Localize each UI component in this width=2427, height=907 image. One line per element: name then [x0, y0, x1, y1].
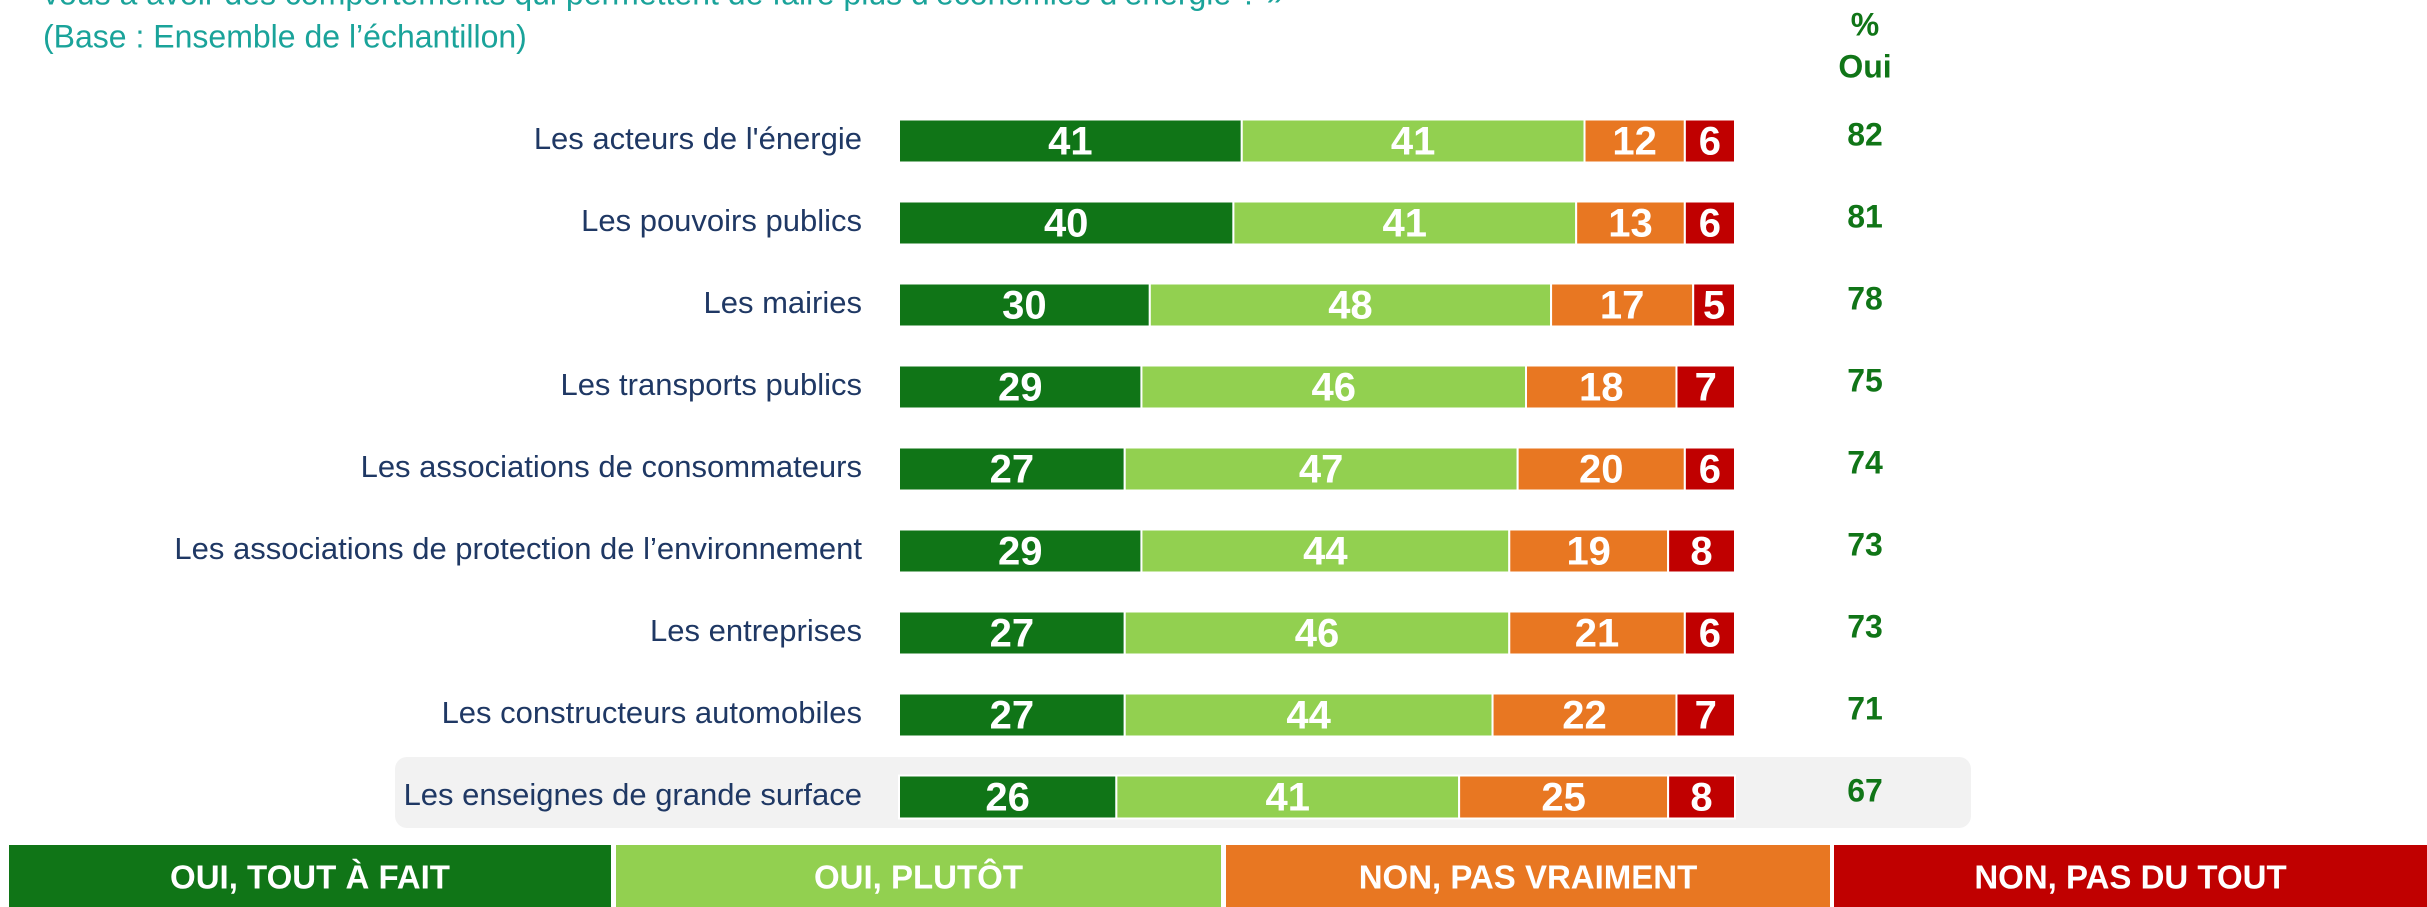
bar-segment [1240, 118, 1586, 164]
bar-segment [1683, 610, 1736, 656]
data-label: 44 [1286, 694, 1331, 738]
data-label: 46 [1311, 366, 1356, 410]
bar-segment [1683, 446, 1736, 492]
data-label: 6 [1699, 202, 1721, 246]
bar-segment [898, 774, 1118, 820]
data-label: 5 [1703, 284, 1725, 328]
chart-title: vous à avoir des comportements qui perme… [43, 0, 1285, 11]
totals-header: % [1851, 6, 1879, 42]
legend-label: OUI, PLUTÔT [814, 858, 1023, 896]
total-label: 75 [1847, 362, 1883, 398]
data-label: 7 [1695, 694, 1717, 738]
bar-segment [1508, 610, 1686, 656]
bar-segment [1667, 528, 1736, 574]
total-label: 73 [1847, 526, 1883, 562]
data-label: 6 [1699, 612, 1721, 656]
category-label: Les associations de consommateurs [361, 449, 862, 484]
bar-segment [1692, 282, 1736, 328]
data-label: 47 [1299, 448, 1344, 492]
category-label: Les pouvoirs publics [581, 203, 862, 238]
data-label: 27 [990, 694, 1035, 738]
data-label: 30 [1002, 284, 1047, 328]
bar-segment [1683, 200, 1736, 246]
data-label: 13 [1608, 202, 1653, 246]
total-label: 67 [1847, 772, 1883, 808]
data-label: 41 [1048, 120, 1093, 164]
legend-swatch [1834, 845, 2427, 907]
bar-segment [1525, 364, 1678, 410]
bar-segment [898, 364, 1143, 410]
bar-segment [1123, 446, 1519, 492]
data-label: 41 [1383, 202, 1428, 246]
total-label: 73 [1847, 608, 1883, 644]
bar-segment [898, 692, 1126, 738]
bar-segment [1491, 692, 1678, 738]
bar-segment [1667, 774, 1736, 820]
data-label: 41 [1265, 776, 1310, 820]
category-label: Les acteurs de l'énergie [534, 121, 862, 156]
data-label: 29 [998, 366, 1043, 410]
data-label: 21 [1575, 612, 1620, 656]
chart-subtitle: (Base : Ensemble de l’échantillon) [43, 18, 527, 54]
total-label: 71 [1847, 690, 1883, 726]
legend-swatch [1226, 845, 1830, 907]
category-label: Les transports publics [560, 367, 862, 402]
bar-segment [898, 610, 1126, 656]
data-label: 19 [1566, 530, 1611, 574]
bar-segment [1675, 692, 1736, 738]
bar-segment [1675, 364, 1736, 410]
bar-segment [1123, 692, 1494, 738]
data-label: 27 [990, 448, 1035, 492]
bar-segment [1550, 282, 1695, 328]
bar-segment [1115, 774, 1461, 820]
data-label: 8 [1690, 530, 1712, 574]
total-label: 74 [1847, 444, 1883, 480]
bar-segment [898, 200, 1235, 246]
data-label: 8 [1690, 776, 1712, 820]
data-label: 20 [1579, 448, 1624, 492]
category-label: Les entreprises [650, 613, 862, 648]
data-label: 18 [1579, 366, 1624, 410]
data-label: 12 [1612, 120, 1657, 164]
legend-swatch [9, 845, 611, 907]
data-label: 41 [1391, 120, 1436, 164]
data-label: 6 [1699, 448, 1721, 492]
data-label: 25 [1541, 776, 1586, 820]
total-label: 78 [1847, 280, 1883, 316]
data-label: 17 [1600, 284, 1645, 328]
data-label: 26 [985, 776, 1030, 820]
data-label: 29 [998, 530, 1043, 574]
legend-label: NON, PAS DU TOUT [1974, 859, 2286, 896]
category-label: Les enseignes de grande surface [404, 777, 862, 812]
bar-segment [1140, 364, 1527, 410]
data-label: 48 [1328, 284, 1373, 328]
bar-segment [898, 282, 1151, 328]
data-label: 22 [1562, 694, 1607, 738]
legend-label: OUI, TOUT À FAIT [170, 859, 450, 896]
category-label: Les mairies [704, 285, 863, 320]
data-label: 7 [1695, 366, 1717, 410]
data-label: 46 [1295, 612, 1340, 656]
bar-segment [1232, 200, 1578, 246]
data-label: 40 [1044, 202, 1089, 246]
category-label: Les associations de protection de l’envi… [174, 531, 862, 566]
data-label: 44 [1303, 530, 1348, 574]
total-label: 82 [1847, 116, 1883, 152]
legend-label: NON, PAS VRAIMENT [1359, 859, 1698, 896]
totals-header: Oui [1838, 48, 1891, 84]
total-label: 81 [1847, 198, 1883, 234]
bar-segment [1516, 446, 1686, 492]
category-label: Les constructeurs automobiles [442, 695, 862, 730]
data-label: 27 [990, 612, 1035, 656]
bar-segment [1575, 200, 1686, 246]
data-label: 6 [1699, 120, 1721, 164]
legend-swatch [616, 845, 1221, 907]
bar-segment [1683, 118, 1736, 164]
bar-segment [1148, 282, 1553, 328]
